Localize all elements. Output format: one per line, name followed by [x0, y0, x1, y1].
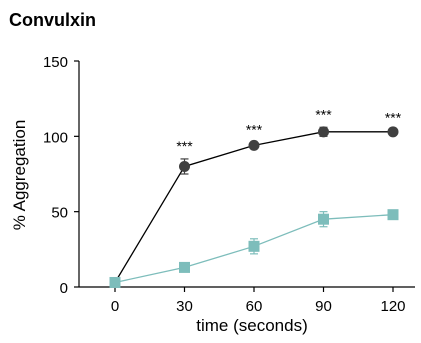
x-axis-label: time (seconds)	[196, 316, 307, 335]
y-axis-label: % Aggregation	[10, 120, 29, 231]
data-point	[248, 139, 260, 151]
significance-label: ***	[385, 109, 402, 125]
axes	[74, 60, 415, 292]
significance-label: ***	[176, 138, 193, 154]
data-point	[387, 209, 399, 221]
chart-title: Convulxin	[9, 10, 97, 30]
x-tick-label: 0	[111, 298, 119, 315]
data-point	[318, 126, 329, 138]
significance-label: ***	[246, 121, 263, 137]
series-1	[109, 126, 399, 288]
y-tick-label: 150	[43, 54, 68, 71]
x-tick-label: 90	[315, 298, 332, 315]
tick-labels: 0 50 100 150 0 30 60 90 120	[43, 54, 406, 315]
series-line	[114, 131, 393, 283]
x-tick-label: 30	[176, 298, 193, 315]
y-tick-label: 100	[43, 129, 68, 146]
significance-label: ***	[315, 106, 332, 122]
series-2	[109, 209, 399, 288]
x-tick-label: 60	[246, 298, 263, 315]
data-point	[248, 240, 260, 252]
annotations: *** *** *** ***	[176, 106, 401, 154]
data-point	[179, 160, 190, 172]
y-tick-label: 50	[51, 205, 68, 222]
data-point	[179, 261, 190, 273]
data-point	[318, 213, 329, 225]
series-layer	[109, 126, 399, 288]
data-point	[109, 276, 121, 288]
data-point	[387, 126, 399, 138]
x-tick-label: 120	[380, 298, 405, 315]
y-tick-label: 0	[60, 280, 68, 297]
